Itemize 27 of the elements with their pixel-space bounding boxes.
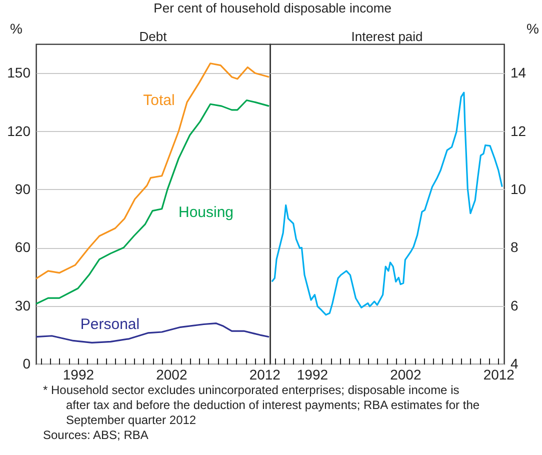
y-tick-label: 90	[14, 180, 31, 197]
text: * Household sector excludes unincorporated enterprises; disposable income is after tax and before the deduction of interest payments; RBA estimates for the September quarter 2012	[42, 383, 481, 428]
y-tick-label: 6	[510, 297, 518, 314]
y-tick-label: 12	[510, 122, 526, 139]
x-tick-label: 1992	[62, 366, 94, 382]
y-axis-title: %	[526, 20, 539, 36]
y-tick-label: 10	[510, 180, 526, 197]
y-tick-label: 150	[7, 64, 31, 81]
x-tick-label: 1992	[296, 366, 328, 382]
x-tick-label: 2002	[156, 366, 188, 382]
y-tick-label: 120	[7, 122, 31, 139]
chart-subtitle: Per cent of household disposable income	[154, 0, 392, 16]
x-tick-label: 2012	[483, 366, 515, 382]
source-note: Sources: ABS; RBA	[42, 428, 150, 443]
y-tick-label: 8	[510, 239, 518, 256]
y-tick-label: 14	[510, 64, 526, 81]
chart-title: Interest paid	[351, 29, 423, 44]
y-tick-label: 30	[14, 297, 31, 314]
x-tick-label: 2002	[390, 366, 422, 382]
series-label: Total	[143, 92, 175, 109]
y-tick-label: 0	[22, 356, 31, 372]
series-label: Housing	[178, 204, 234, 221]
chart-title: Debt	[139, 29, 168, 44]
x-tick-label: 2012	[249, 366, 281, 382]
series-label: Personal	[80, 316, 140, 333]
y-axis-title: %	[10, 20, 22, 36]
y-tick-label: 60	[14, 239, 31, 256]
